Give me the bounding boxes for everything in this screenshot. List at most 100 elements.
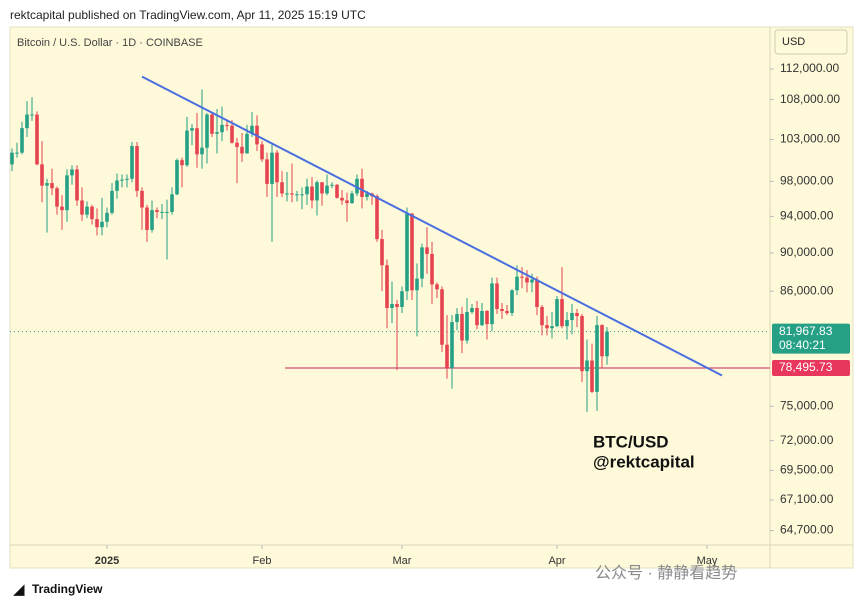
candle-body <box>235 142 239 147</box>
candle-body <box>185 130 189 166</box>
candle-body <box>290 193 294 195</box>
candle-body <box>155 210 159 212</box>
y-tick-label: 64,700.00 <box>780 523 834 537</box>
candle-body <box>390 304 394 309</box>
y-tick-label: 98,000.00 <box>780 174 834 188</box>
candle-body <box>475 308 479 326</box>
y-tick-label: 94,000.00 <box>780 209 834 223</box>
candle-body <box>10 152 14 165</box>
currency-box[interactable] <box>774 29 848 55</box>
candle-body <box>470 308 474 313</box>
candle-body <box>430 253 434 285</box>
candle-body <box>195 128 199 155</box>
candle-body <box>565 320 569 327</box>
y-tick-label: 103,000.00 <box>780 132 840 146</box>
y-tick-label: 90,000.00 <box>780 245 834 259</box>
candle-body <box>175 160 179 195</box>
candle-body <box>455 314 459 323</box>
candle-body <box>35 114 39 165</box>
candle-body <box>525 277 529 283</box>
x-tick-label: May <box>697 555 718 567</box>
footer: TradingView <box>32 582 103 596</box>
candle-body <box>485 311 489 325</box>
candle-body <box>275 152 279 183</box>
candle-body <box>310 186 314 201</box>
candle-body <box>230 125 234 143</box>
candle-body <box>520 276 524 278</box>
candle-body <box>70 169 74 176</box>
candle-body <box>590 360 594 392</box>
candle-body <box>50 183 54 189</box>
candle-body <box>405 213 409 292</box>
candle-body <box>505 311 509 314</box>
candle-body <box>515 276 519 291</box>
level-box <box>772 360 850 377</box>
candle-body <box>355 178 359 194</box>
last-price-box <box>772 323 850 354</box>
candle-body <box>605 331 609 357</box>
annotation: @rektcapital <box>593 452 695 471</box>
x-tick-label: Feb <box>253 555 272 567</box>
candle-body <box>215 132 219 134</box>
candle-body <box>85 206 89 215</box>
candle-body <box>55 188 59 207</box>
candle-body <box>600 325 604 357</box>
candle-body <box>395 304 399 308</box>
candle-body <box>250 125 254 134</box>
candle-body <box>180 160 184 166</box>
symbol-title: Bitcoin / U.S. Dollar · 1D · COINBASE <box>17 37 203 49</box>
y-tick-label: 67,100.00 <box>780 492 834 506</box>
candle-body <box>320 182 324 194</box>
candle-body <box>560 299 564 327</box>
candle-body <box>410 213 414 291</box>
candle-body <box>325 185 329 194</box>
candle-body <box>145 207 149 230</box>
candle-body <box>300 194 304 196</box>
candle-body <box>340 197 344 201</box>
y-tick-label: 86,000.00 <box>780 283 834 297</box>
y-tick-label: 108,000.00 <box>780 92 840 106</box>
candle-body <box>440 289 444 345</box>
candle-body <box>530 279 534 283</box>
candle-body <box>360 178 364 197</box>
candle-body <box>280 182 284 194</box>
countdown: 08:40:21 <box>779 338 826 352</box>
candle-body <box>500 309 504 312</box>
y-tick-label: 75,000.00 <box>780 398 834 412</box>
candle-body <box>465 312 469 341</box>
y-tick-label: 112,000.00 <box>780 61 839 75</box>
candle-body <box>190 128 194 131</box>
candle-body <box>75 169 79 201</box>
candle-body <box>90 206 94 220</box>
candle-body <box>95 219 99 228</box>
candle-body <box>210 114 214 134</box>
level-label: 78,495.73 <box>779 360 833 374</box>
candle-body <box>225 124 229 126</box>
candle-body <box>100 221 104 228</box>
candle-body <box>575 313 579 317</box>
candle-body <box>425 247 429 254</box>
candle-body <box>535 279 539 308</box>
candle-body <box>555 299 559 327</box>
candle-body <box>450 322 454 368</box>
candle-body <box>170 194 174 212</box>
candle-body <box>350 193 354 204</box>
candle-body <box>30 114 34 116</box>
candle-body <box>315 182 319 201</box>
candle-body <box>345 200 349 204</box>
candle-body <box>510 290 514 314</box>
candle-body <box>140 190 144 208</box>
candle-body <box>135 146 139 191</box>
candle-body <box>160 211 164 213</box>
header: rektcapital published on TradingView.com… <box>10 8 366 22</box>
candle-body <box>220 124 224 133</box>
annotation: BTC/USD <box>593 432 669 451</box>
candle-body <box>540 307 544 326</box>
candle-body <box>240 146 244 154</box>
candle-body <box>380 239 384 266</box>
candle-body <box>150 210 154 230</box>
candle-body <box>115 180 119 191</box>
candle-body <box>40 164 44 186</box>
candle-body <box>335 184 339 198</box>
